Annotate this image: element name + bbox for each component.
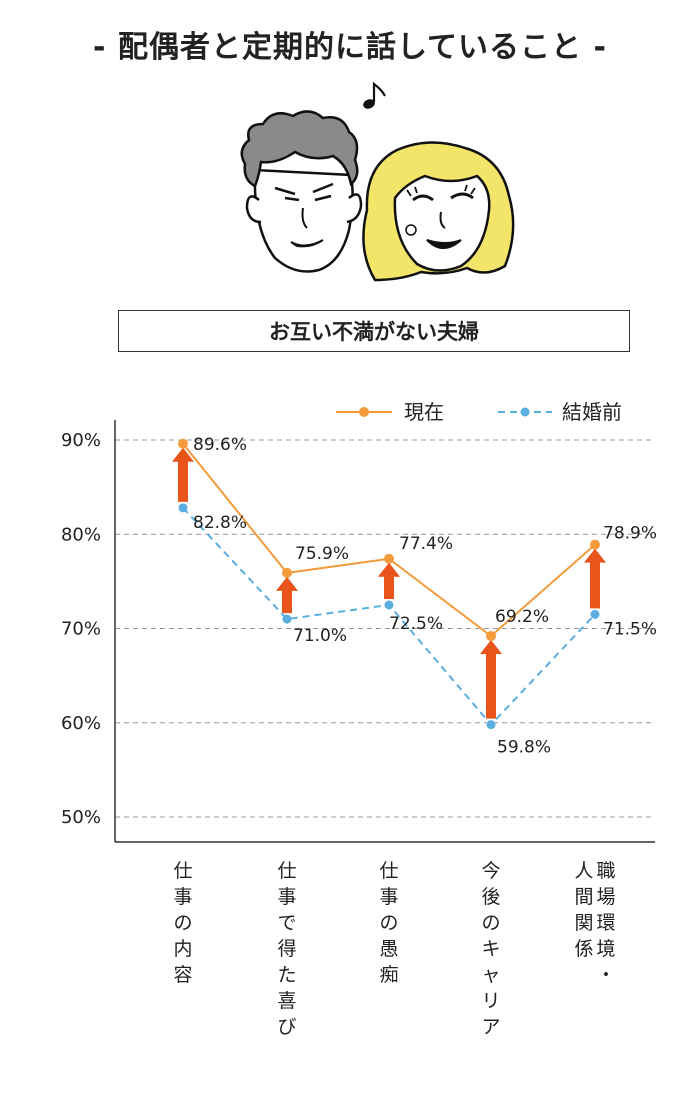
grid-lines [115,439,655,818]
legend-label-before: 結婚前 [562,400,622,424]
data-label-before: 71.5% [603,619,657,639]
woman-face-icon [362,141,515,282]
y-tick-label: 80% [61,524,101,545]
data-label-before: 72.5% [389,614,443,634]
point-current [384,553,394,564]
subtitle-box: お互い不満がない夫婦 [118,310,630,352]
point-before [282,614,292,624]
increase-arrow-icon [584,548,606,609]
x-category-label: 仕事で得た喜び [277,860,296,1038]
x-category-label: 人間関係 [574,860,593,960]
increase-arrow-icon [480,640,502,719]
legend-label-current: 現在 [404,400,444,424]
data-label-before: 59.8% [497,738,551,758]
legend-marker-current [359,407,369,417]
point-before [590,609,600,619]
legend-marker-before [520,407,530,417]
legend: 現在 結婚前 [336,400,622,424]
increase-arrow-icon [378,562,400,599]
line-chart: 89.6% 75.9% 77.4% 69.2% 78.9% 82.8% 71.0% 72.5%… [61,400,657,1038]
data-label-before: 82.8% [193,513,247,533]
x-category-label: 今後のキャリア [481,860,500,1038]
subtitle-text: お互い不満がない夫婦 [269,320,479,344]
man-face-icon [240,110,363,273]
x-category-label: 仕事の内容 [173,860,192,986]
x-category-label: 職場環境・ [596,860,615,986]
y-tick-label: 90% [61,430,101,451]
data-label-current: 78.9% [603,524,657,544]
x-category-label: 仕事の愚痴 [379,860,398,986]
y-tick-label: 60% [61,713,101,734]
series-lines [178,438,600,730]
y-tick-label: 70% [61,619,101,640]
data-label-current: 89.6% [193,435,247,455]
data-labels: 89.6% 75.9% 77.4% 69.2% 78.9% 82.8% 71.0% 72.5%… [193,435,657,758]
increase-arrow-icon [172,447,194,502]
data-label-current: 69.2% [495,607,549,627]
increase-arrow-icon [276,576,298,614]
axes: 50% 60% 70% 80% 90% 仕事の内容 仕事で得た喜び 仕事の愚痴 今後のキャリア 人… [61,420,655,1038]
point-before [384,600,394,610]
page-title: - 配偶者と定期的に話していること - [93,30,607,65]
data-label-current: 75.9% [295,544,349,564]
y-tick-label: 50% [61,807,101,828]
point-current [282,567,292,578]
point-before [178,503,188,513]
data-label-current: 77.4% [399,534,453,554]
point-before [486,720,496,730]
music-note-icon [363,81,386,109]
point-current [178,438,188,449]
couple-illustration [240,81,515,282]
point-current [486,631,496,642]
data-label-before: 71.0% [293,626,347,646]
increase-arrows [172,447,606,719]
point-current [590,539,600,550]
